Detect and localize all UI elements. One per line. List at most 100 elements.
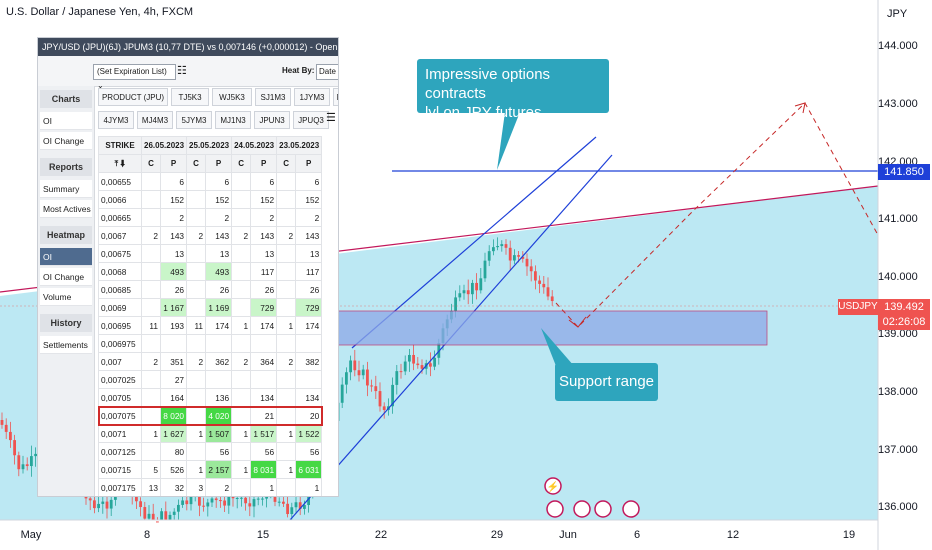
oi-cell bbox=[205, 370, 233, 389]
oi-cell: 21 bbox=[250, 406, 278, 425]
oi-cell: 794 bbox=[187, 497, 206, 498]
oi-cell bbox=[186, 334, 207, 353]
oi-cell: 1 bbox=[231, 460, 252, 479]
candle-body bbox=[202, 505, 205, 507]
candle-body bbox=[160, 511, 163, 520]
sort-arrows-icon[interactable]: ⤒ ⬇ bbox=[98, 154, 142, 173]
oi-cell: 143 bbox=[160, 226, 188, 245]
candle-body bbox=[147, 513, 151, 519]
oi-heatmap-panel: JPY/USD (JPU)(6J) JPUM3 (10,77 DTE) vs 0… bbox=[37, 37, 339, 497]
strike-header: STRIKE bbox=[98, 136, 142, 155]
heat-by-select[interactable]: Date bbox=[316, 64, 338, 80]
candle-body bbox=[156, 521, 159, 523]
product-tab[interactable]: MJ bbox=[333, 88, 338, 106]
product-tab[interactable]: JPUQ3 bbox=[293, 111, 329, 129]
oi-cell: 134 bbox=[295, 388, 323, 407]
candle-body bbox=[366, 369, 369, 386]
options-callout[interactable]: Impressive options contracts lvl on JPY … bbox=[417, 59, 609, 121]
sidebar-section-header: Reports bbox=[40, 158, 92, 176]
sidebar-item[interactable]: OI bbox=[40, 112, 92, 130]
product-tab[interactable]: MJ4M3 bbox=[137, 111, 173, 129]
oi-cell: 493 bbox=[160, 262, 188, 281]
candle-body bbox=[88, 498, 92, 501]
expiry-date-header: 25.05.2023 bbox=[186, 136, 233, 155]
call-put-header: C bbox=[186, 154, 207, 173]
price-axis-label: 138.000 bbox=[878, 386, 918, 398]
oi-cell: 1 bbox=[231, 424, 252, 443]
oi-cell: 1 bbox=[250, 478, 278, 496]
candle-body bbox=[487, 251, 491, 261]
product-tab[interactable]: 1JYM3 bbox=[294, 88, 330, 106]
sidebar-item[interactable]: Volume bbox=[40, 288, 92, 306]
oi-cell: 729 bbox=[295, 298, 323, 317]
oi-cell: 1 627 bbox=[160, 424, 188, 443]
expiry-date-header: 23.05.2023 bbox=[276, 136, 323, 155]
time-axis-label: 19 bbox=[842, 529, 856, 541]
strike-cell: 0,0066 bbox=[98, 190, 142, 209]
strike-cell: 0,007025 bbox=[98, 370, 142, 389]
candle-body bbox=[261, 498, 264, 500]
oi-cell bbox=[276, 172, 297, 191]
oi-cell bbox=[186, 298, 207, 317]
product-tab[interactable]: WJ5K3 bbox=[212, 88, 252, 106]
oi-cell bbox=[231, 244, 252, 263]
menu-icon[interactable]: ☰ bbox=[326, 112, 336, 124]
strike-cell: 0,007 bbox=[98, 352, 142, 371]
candle-body bbox=[399, 371, 403, 373]
sidebar-item[interactable]: OI Change bbox=[40, 268, 92, 286]
candle-body bbox=[538, 280, 541, 284]
oi-cell bbox=[231, 388, 252, 407]
candle-body bbox=[374, 386, 378, 392]
price-axis-label: 137.000 bbox=[878, 444, 918, 456]
candle-body bbox=[235, 497, 239, 499]
expiration-select[interactable]: (Set Expiration List) ⌄ bbox=[93, 64, 176, 90]
candle-body bbox=[181, 500, 184, 505]
candle-body bbox=[382, 406, 386, 410]
oi-cell: 26 bbox=[295, 280, 323, 299]
candle-body bbox=[34, 453, 37, 457]
oi-cell: 8 020 bbox=[160, 406, 188, 425]
product-tab[interactable]: SJ1M3 bbox=[255, 88, 291, 106]
candle-body bbox=[357, 370, 361, 376]
oi-cell bbox=[231, 334, 252, 353]
oi-cell: 1 565 bbox=[296, 497, 322, 498]
candle-body bbox=[214, 498, 218, 501]
oi-cell: 807 bbox=[142, 497, 161, 498]
settings-sliders-icon[interactable]: ☷ bbox=[177, 65, 187, 77]
sidebar-item[interactable]: Settlements bbox=[40, 336, 92, 354]
support-callout[interactable]: Support range bbox=[555, 363, 658, 401]
product-tab[interactable]: JPUN3 bbox=[254, 111, 290, 129]
oi-cell: 143 bbox=[295, 226, 323, 245]
oi-cell: 2 bbox=[276, 226, 297, 245]
candle-body bbox=[101, 501, 105, 504]
oi-cell: 2 bbox=[231, 226, 252, 245]
candle-body bbox=[25, 464, 29, 467]
oi-cell bbox=[276, 406, 297, 425]
candle-body bbox=[492, 247, 495, 252]
oi-cell: 1 169 bbox=[205, 298, 233, 317]
product-tab[interactable]: TJ5K3 bbox=[171, 88, 209, 106]
product-tab[interactable]: 5JYM3 bbox=[176, 111, 212, 129]
expiration-select-value: (Set Expiration List) bbox=[97, 67, 167, 76]
sidebar-item[interactable]: Summary bbox=[40, 180, 92, 198]
candle-body bbox=[462, 290, 466, 294]
sidebar-item[interactable]: OI Change bbox=[40, 132, 92, 150]
sidebar-item[interactable]: Most Actives bbox=[40, 200, 92, 218]
oi-cell: 493 bbox=[205, 262, 233, 281]
table-row: 0,007075 8 020 4 020 21 20 bbox=[97, 405, 323, 426]
candle-body bbox=[378, 391, 382, 407]
oi-cell: 2 bbox=[205, 208, 233, 227]
oi-cell bbox=[140, 244, 162, 263]
table-row: 0,0069 1 167 1 169 729 729 bbox=[98, 298, 323, 317]
candle-body bbox=[340, 384, 344, 403]
oi-cell: 2 bbox=[295, 208, 323, 227]
oi-cell: 1 507 bbox=[205, 424, 233, 443]
product-tab[interactable]: 4JYM3 bbox=[98, 111, 134, 129]
product-tab[interactable]: MJ1N3 bbox=[215, 111, 251, 129]
sidebar-item[interactable]: OI bbox=[40, 248, 92, 266]
oi-cell: 5 bbox=[140, 460, 162, 479]
candle-body bbox=[454, 297, 457, 311]
product-tab[interactable]: PRODUCT (JPU) bbox=[98, 88, 168, 106]
oi-cell bbox=[140, 280, 162, 299]
candle-body bbox=[471, 282, 474, 295]
